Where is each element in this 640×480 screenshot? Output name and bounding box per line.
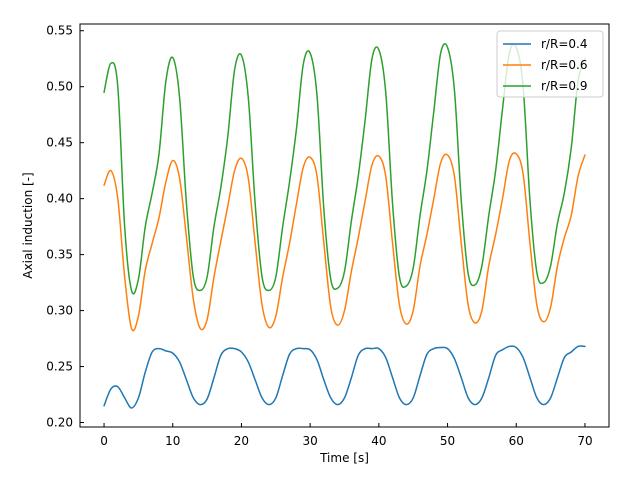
y-tick-label: 0.55 <box>46 24 73 38</box>
x-axis-label: Time [s] <box>319 451 369 465</box>
legend: r/R=0.4 r/R=0.6 r/R=0.9 <box>496 30 604 98</box>
series-line-1 <box>103 345 586 409</box>
y-tick-label: 0.40 <box>46 192 73 206</box>
series-line-2 <box>103 152 586 332</box>
y-tick-label: 0.30 <box>46 304 73 318</box>
x-tick-label: 20 <box>234 434 249 448</box>
x-tick-label: 10 <box>165 434 180 448</box>
y-axis-ticks: 0.20 0.25 0.30 0.35 0.40 0.45 0.50 0.55 <box>46 24 84 430</box>
x-tick-label: 70 <box>577 434 592 448</box>
axes-frame <box>79 23 610 428</box>
y-axis-label: Axial induction [-] <box>21 172 35 278</box>
x-tick-label: 50 <box>440 434 455 448</box>
x-tick-label: 30 <box>303 434 318 448</box>
y-tick-label: 0.45 <box>46 136 73 150</box>
legend-label-3: r/R=0.9 <box>541 79 587 93</box>
x-tick-label: 0 <box>100 434 108 448</box>
legend-label-1: r/R=0.4 <box>541 37 587 51</box>
y-tick-label: 0.50 <box>46 80 73 94</box>
legend-label-2: r/R=0.6 <box>541 58 587 72</box>
x-tick-label: 40 <box>371 434 386 448</box>
y-tick-label: 0.20 <box>46 416 73 430</box>
x-axis-ticks: 0 10 20 30 40 50 60 70 <box>100 423 593 448</box>
legend-box <box>496 30 604 98</box>
y-tick-label: 0.25 <box>46 360 73 374</box>
y-tick-label: 0.35 <box>46 248 73 262</box>
x-tick-label: 60 <box>509 434 524 448</box>
